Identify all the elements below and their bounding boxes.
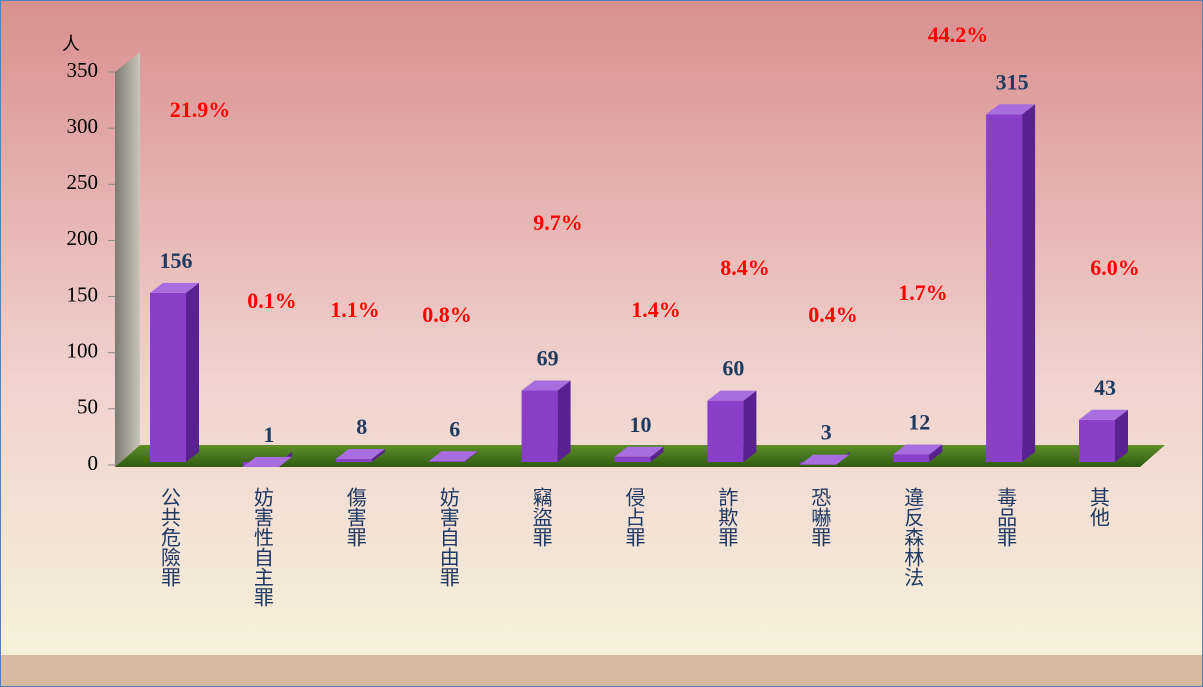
data-label: 6 [449, 416, 460, 441]
percent-label: 9.7% [533, 210, 583, 235]
y-tick-label: 0 [88, 451, 99, 475]
percent-label: 0.8% [422, 302, 472, 327]
x-tick-label: 傷害罪 [343, 487, 367, 547]
bar [1079, 409, 1128, 462]
percent-label: 0.4% [808, 302, 858, 327]
percent-label: 1.7% [898, 280, 948, 305]
bar-front [521, 390, 558, 462]
bar-top [521, 380, 571, 391]
percent-label: 44.2% [928, 22, 989, 47]
data-label: 1 [263, 422, 274, 447]
percent-label: 1.1% [330, 297, 380, 322]
bar [242, 452, 292, 467]
bar-side [464, 451, 478, 462]
bar [614, 446, 664, 462]
bar-top [150, 282, 199, 293]
bar-side [371, 449, 385, 462]
x-tick-label: 公共危險罪 [158, 487, 182, 587]
y-tick-label: 350 [67, 58, 99, 82]
bar-front [1079, 419, 1115, 462]
x-tick-label: 其他 [1087, 487, 1111, 527]
data-label: 3 [821, 420, 832, 445]
bar-side [929, 444, 943, 462]
data-label: 69 [537, 346, 559, 371]
data-label: 315 [996, 69, 1029, 94]
x-tick-label: 恐嚇罪 [808, 487, 832, 547]
bar-side [186, 282, 199, 462]
x-tick-label: 竊盜罪 [529, 487, 553, 547]
bar-side [650, 446, 664, 462]
percent-label: 1.4% [631, 297, 681, 322]
x-tick-label: 詐欺罪 [715, 487, 739, 547]
bar-side [743, 390, 757, 462]
bar-front [150, 292, 186, 462]
footer-band [0, 655, 1203, 687]
bar [986, 104, 1036, 463]
bar-front [428, 461, 465, 462]
y-tick-label: 250 [67, 170, 99, 194]
y-axis-label: 人 [62, 34, 80, 54]
x-tick-label: 侵占罪 [622, 487, 646, 547]
x-tick-label: 妨害自由罪 [436, 487, 460, 587]
bar-side [557, 380, 571, 462]
data-label: 8 [356, 414, 367, 439]
y-tick-label: 150 [67, 282, 99, 306]
data-label: 12 [908, 410, 930, 435]
bar-top [428, 451, 478, 462]
y-tick-label: 300 [67, 114, 99, 138]
bar-top [986, 104, 1036, 115]
data-label: 156 [160, 248, 193, 273]
percent-label: 0.1% [247, 288, 297, 313]
bar [707, 390, 757, 462]
bar-front [707, 400, 744, 462]
data-label: 60 [722, 356, 744, 381]
bar-side [1115, 409, 1128, 462]
side-wall [115, 52, 140, 467]
bar-top [800, 454, 850, 465]
bar [428, 451, 478, 462]
bar-side [1022, 104, 1036, 463]
y-tick-label: 100 [67, 339, 99, 363]
bar-top [614, 446, 664, 457]
x-tick-label: 違反森林法 [901, 487, 925, 587]
bar [800, 452, 850, 465]
bar-top [1079, 409, 1128, 420]
bar-front [614, 456, 651, 462]
bar-top [893, 444, 943, 455]
data-label: 43 [1094, 375, 1116, 400]
bar-top [707, 390, 757, 401]
bar [893, 444, 943, 462]
bar [521, 380, 571, 462]
bar [150, 282, 199, 462]
y-tick-label: 200 [67, 226, 99, 250]
x-tick-label: 妨害性自主罪 [250, 487, 274, 607]
data-label: 10 [630, 412, 652, 437]
bar [335, 449, 385, 462]
bar-top [242, 456, 292, 467]
bar-front [986, 114, 1023, 463]
y-tick-label: 50 [77, 395, 98, 419]
x-tick-label: 毒品罪 [994, 487, 1018, 547]
percent-label: 8.4% [720, 255, 770, 280]
percent-label: 6.0% [1090, 255, 1140, 280]
bar-top [335, 449, 385, 460]
bar-front [335, 459, 372, 462]
bar-front [893, 454, 930, 462]
percent-label: 21.9% [170, 97, 231, 122]
